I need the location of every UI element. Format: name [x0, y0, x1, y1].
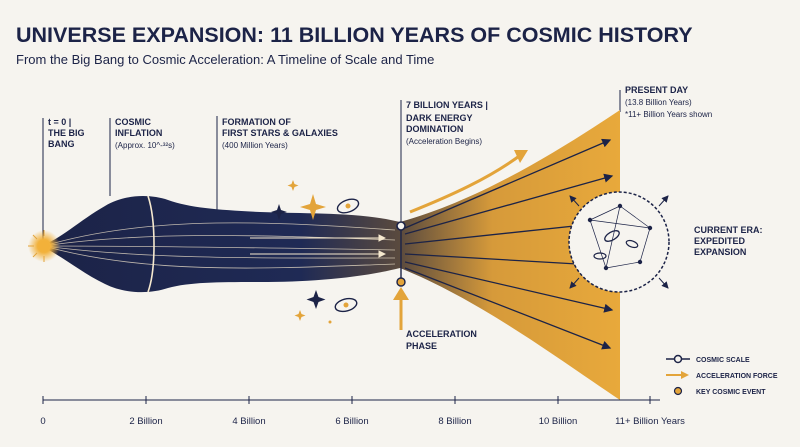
svg-text:(Approx. 10^-³²s): (Approx. 10^-³²s) [115, 141, 175, 150]
svg-text:THE BIG: THE BIG [48, 128, 85, 138]
event-inflation: COSMIC INFLATION (Approx. 10^-³²s) [115, 117, 175, 150]
tick-10b: 10 Billion [539, 416, 578, 427]
current-era-sphere [568, 191, 670, 293]
svg-text:ACCELERATION FORCE: ACCELERATION FORCE [696, 373, 778, 380]
event-dark-energy: 7 BILLION YEARS | DARK ENERGY DOMINATION… [406, 100, 488, 146]
svg-text:COSMIC SCALE: COSMIC SCALE [696, 357, 750, 364]
cosmic-scale-marker [396, 221, 406, 231]
tick-6b: 6 Billion [335, 416, 368, 427]
acceleration-arrow-upper [409, 152, 523, 214]
sphere-arrows [569, 195, 669, 289]
svg-text:CURRENT ERA:: CURRENT ERA: [694, 225, 763, 235]
key-event-marker [396, 277, 406, 287]
axis-tick-marks [42, 396, 651, 404]
svg-text:BANG: BANG [48, 139, 75, 149]
svg-text:(Acceleration Begins): (Acceleration Begins) [406, 137, 482, 146]
legend: COSMIC SCALE ACCELERATION FORCE KEY COSM… [666, 354, 778, 396]
svg-text:EXPEDITED: EXPEDITED [694, 236, 746, 246]
early-arrows [250, 234, 387, 258]
svg-text:7 BILLION YEARS |: 7 BILLION YEARS | [406, 100, 488, 110]
tick-11b: 11+ Billion Years [615, 416, 685, 427]
big-bang-core [38, 240, 50, 252]
svg-text:FORMATION OF: FORMATION OF [222, 117, 291, 127]
legend-cosmic-scale: COSMIC SCALE [666, 354, 750, 364]
tick-2b: 2 Billion [129, 416, 162, 427]
legend-acceleration-force: ACCELERATION FORCE [666, 371, 778, 380]
svg-text:*11+ Billion Years shown: *11+ Billion Years shown [625, 110, 712, 119]
svg-text:KEY COSMIC EVENT: KEY COSMIC EVENT [696, 389, 766, 396]
svg-text:DARK ENERGY: DARK ENERGY [406, 113, 473, 123]
svg-text:(13.8 Billion Years): (13.8 Billion Years) [625, 98, 692, 107]
svg-text:PHASE: PHASE [406, 341, 437, 351]
tick-0: 0 [40, 416, 45, 427]
star-cluster-lower [294, 290, 358, 324]
svg-text:EXPANSION: EXPANSION [694, 247, 746, 257]
event-markers [42, 90, 621, 246]
inflation-arc [147, 195, 155, 293]
svg-text:COSMIC: COSMIC [115, 117, 152, 127]
tick-8b: 8 Billion [438, 416, 471, 427]
acceleration-phase-label: ACCELERATION PHASE [406, 329, 477, 351]
svg-text:FIRST STARS & GALAXIES: FIRST STARS & GALAXIES [222, 128, 338, 138]
event-big-bang: t = 0 | THE BIG BANG [48, 117, 85, 149]
svg-text:DOMINATION: DOMINATION [406, 124, 463, 134]
svg-text:(400 Million Years): (400 Million Years) [222, 141, 288, 150]
tick-4b: 4 Billion [232, 416, 265, 427]
current-era-label: CURRENT ERA: EXPEDITED EXPANSION [694, 225, 763, 257]
big-bang-rays [28, 230, 45, 262]
svg-text:ACCELERATION: ACCELERATION [406, 329, 477, 339]
cosmic-scale-body [40, 110, 620, 400]
star-cluster-upper [271, 180, 360, 220]
flow-lines [43, 222, 396, 269]
svg-text:PRESENT DAY: PRESENT DAY [625, 85, 688, 95]
page-title: UNIVERSE EXPANSION: 11 BILLION YEARS OF … [16, 23, 693, 47]
time-axis-labels: 0 2 Billion 4 Billion 6 Billion 8 Billio… [40, 416, 685, 427]
legend-key-event: KEY COSMIC EVENT [673, 386, 766, 396]
svg-text:t = 0 |: t = 0 | [48, 117, 71, 127]
event-first-stars: FORMATION OF FIRST STARS & GALAXIES (400… [222, 117, 338, 150]
event-present-day: PRESENT DAY (13.8 Billion Years) *11+ Bi… [625, 85, 712, 119]
page-subtitle: From the Big Bang to Cosmic Acceleration… [16, 52, 434, 67]
svg-text:INFLATION: INFLATION [115, 128, 162, 138]
